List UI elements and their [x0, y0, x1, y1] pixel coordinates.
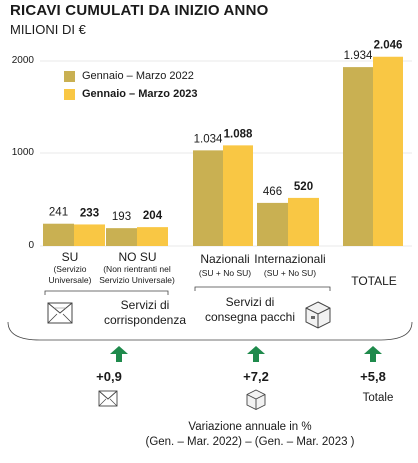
bar-value-label-su-2023: 233 [80, 207, 99, 219]
bar-totale-2022 [343, 67, 373, 246]
change-value-pacchi: +7,2 [243, 369, 269, 384]
category-sub-nosu-line1: (Non rientranti nel [103, 264, 171, 274]
bar-totale-2023 [373, 56, 403, 247]
bar-value-label-totale-2022: 1.934 [344, 50, 373, 62]
category-label-totale: TOTALE [351, 274, 397, 288]
legend: Gennaio – Marzo 2022 Gennaio – Marzo 202… [64, 67, 198, 103]
bar-value-label-nosu-2022: 193 [112, 211, 131, 223]
envelope-small-icon [98, 390, 118, 407]
group-label-pacchi: Servizi di consegna pacchi [200, 295, 300, 325]
bar-nosu-2023 [137, 227, 168, 246]
category-label-su: SU [61, 250, 79, 264]
bar-value-label-internazionali-2022: 466 [263, 186, 282, 198]
chart-title: RICAVI CUMULATI DA INIZIO ANNO [10, 2, 269, 19]
arrow-up-icon-pacchi [247, 346, 265, 362]
bar-labels-layer: 241 193 1.034 466 1.934 233 204 1.088 520 2.046 [49, 40, 402, 223]
y-tick-label: 2000 [11, 55, 34, 66]
y-tick-label: 1000 [11, 147, 34, 158]
bar-value-label-nazionali-2023: 1.088 [224, 128, 253, 140]
legend-label-2022: Gennaio – Marzo 2022 [82, 70, 194, 82]
legend-swatch-2023 [64, 88, 75, 100]
category-label-nazionali: Nazionali [200, 252, 250, 266]
bar-value-label-su-2022: 241 [49, 207, 68, 219]
category-label-internazionali: Internazionali [254, 252, 326, 266]
change-value-totale: +5,8 [360, 369, 386, 384]
legend-item-2022: Gennaio – Marzo 2022 [64, 67, 198, 85]
category-sub-su-line2: Universale) [48, 275, 92, 285]
bar-nazionali-2022 [193, 150, 223, 246]
bracket-corrispondenza [44, 290, 169, 295]
category-sub-su-line1: (Servizio [53, 264, 87, 274]
package-icon [305, 301, 331, 329]
bar-su-2023 [74, 224, 105, 246]
group-label-corrispondenza: Servizi di corrispondenza [85, 298, 205, 328]
legend-swatch-2022 [64, 70, 75, 82]
legend-item-2023: Gennaio – Marzo 2023 [64, 85, 198, 103]
bar-internazionali-2022 [257, 202, 288, 246]
bracket-pacchi [194, 286, 331, 291]
group-label-corrispondenza-line1: Servizi di [120, 298, 170, 312]
footer-line2: (Gen. – Mar. 2022) – (Gen. – Mar. 2023 ) [145, 436, 355, 448]
category-label-nosu: NO SU [118, 250, 157, 264]
category-sub-su: (Servizio Universale) [40, 264, 100, 286]
bar-internazionali-2023 [288, 197, 319, 246]
footer-note: Variazione annuale in % (Gen. – Mar. 202… [100, 420, 400, 450]
bar-nosu-2022 [106, 228, 137, 246]
bar-value-label-internazionali-2023: 520 [294, 181, 313, 193]
bar-value-label-nazionali-2022: 1.034 [194, 133, 223, 145]
category-sub-nosu: (Non rientranti nel Servizio Universale) [96, 264, 178, 286]
change-value-corrispondenza: +0,9 [96, 369, 122, 384]
footer-line1: Variazione annuale in % [188, 421, 312, 433]
legend-label-2023: Gennaio – Marzo 2023 [82, 88, 198, 100]
envelope-icon [47, 302, 73, 324]
bar-value-label-totale-2023: 2.046 [374, 40, 403, 52]
group-label-pacchi-line1: Servizi di [225, 295, 275, 309]
arrow-up-icon-corrispondenza [110, 346, 128, 362]
bars-layer [43, 56, 403, 247]
category-sub-nosu-line2: Servizio Universale) [99, 275, 175, 285]
chart-subtitle: MILIONI DI € [10, 22, 86, 37]
bar-value-label-nosu-2023: 204 [143, 210, 163, 222]
package-small-icon [246, 389, 266, 411]
bracket-all [7, 321, 413, 341]
category-sub-internazionali: (SU + No SU) [263, 268, 317, 278]
group-label-corrispondenza-line2: corrispondenza [103, 313, 187, 327]
category-sub-nazionali: (SU + No SU) [198, 268, 252, 278]
group-label-pacchi-line2: consegna pacchi [204, 310, 296, 324]
bar-nazionali-2023 [223, 145, 253, 246]
arrow-up-icon-totale [364, 346, 382, 362]
bar-su-2022 [43, 223, 74, 246]
change-label-totale: Totale [362, 392, 394, 404]
y-tick-label: 0 [28, 240, 34, 251]
